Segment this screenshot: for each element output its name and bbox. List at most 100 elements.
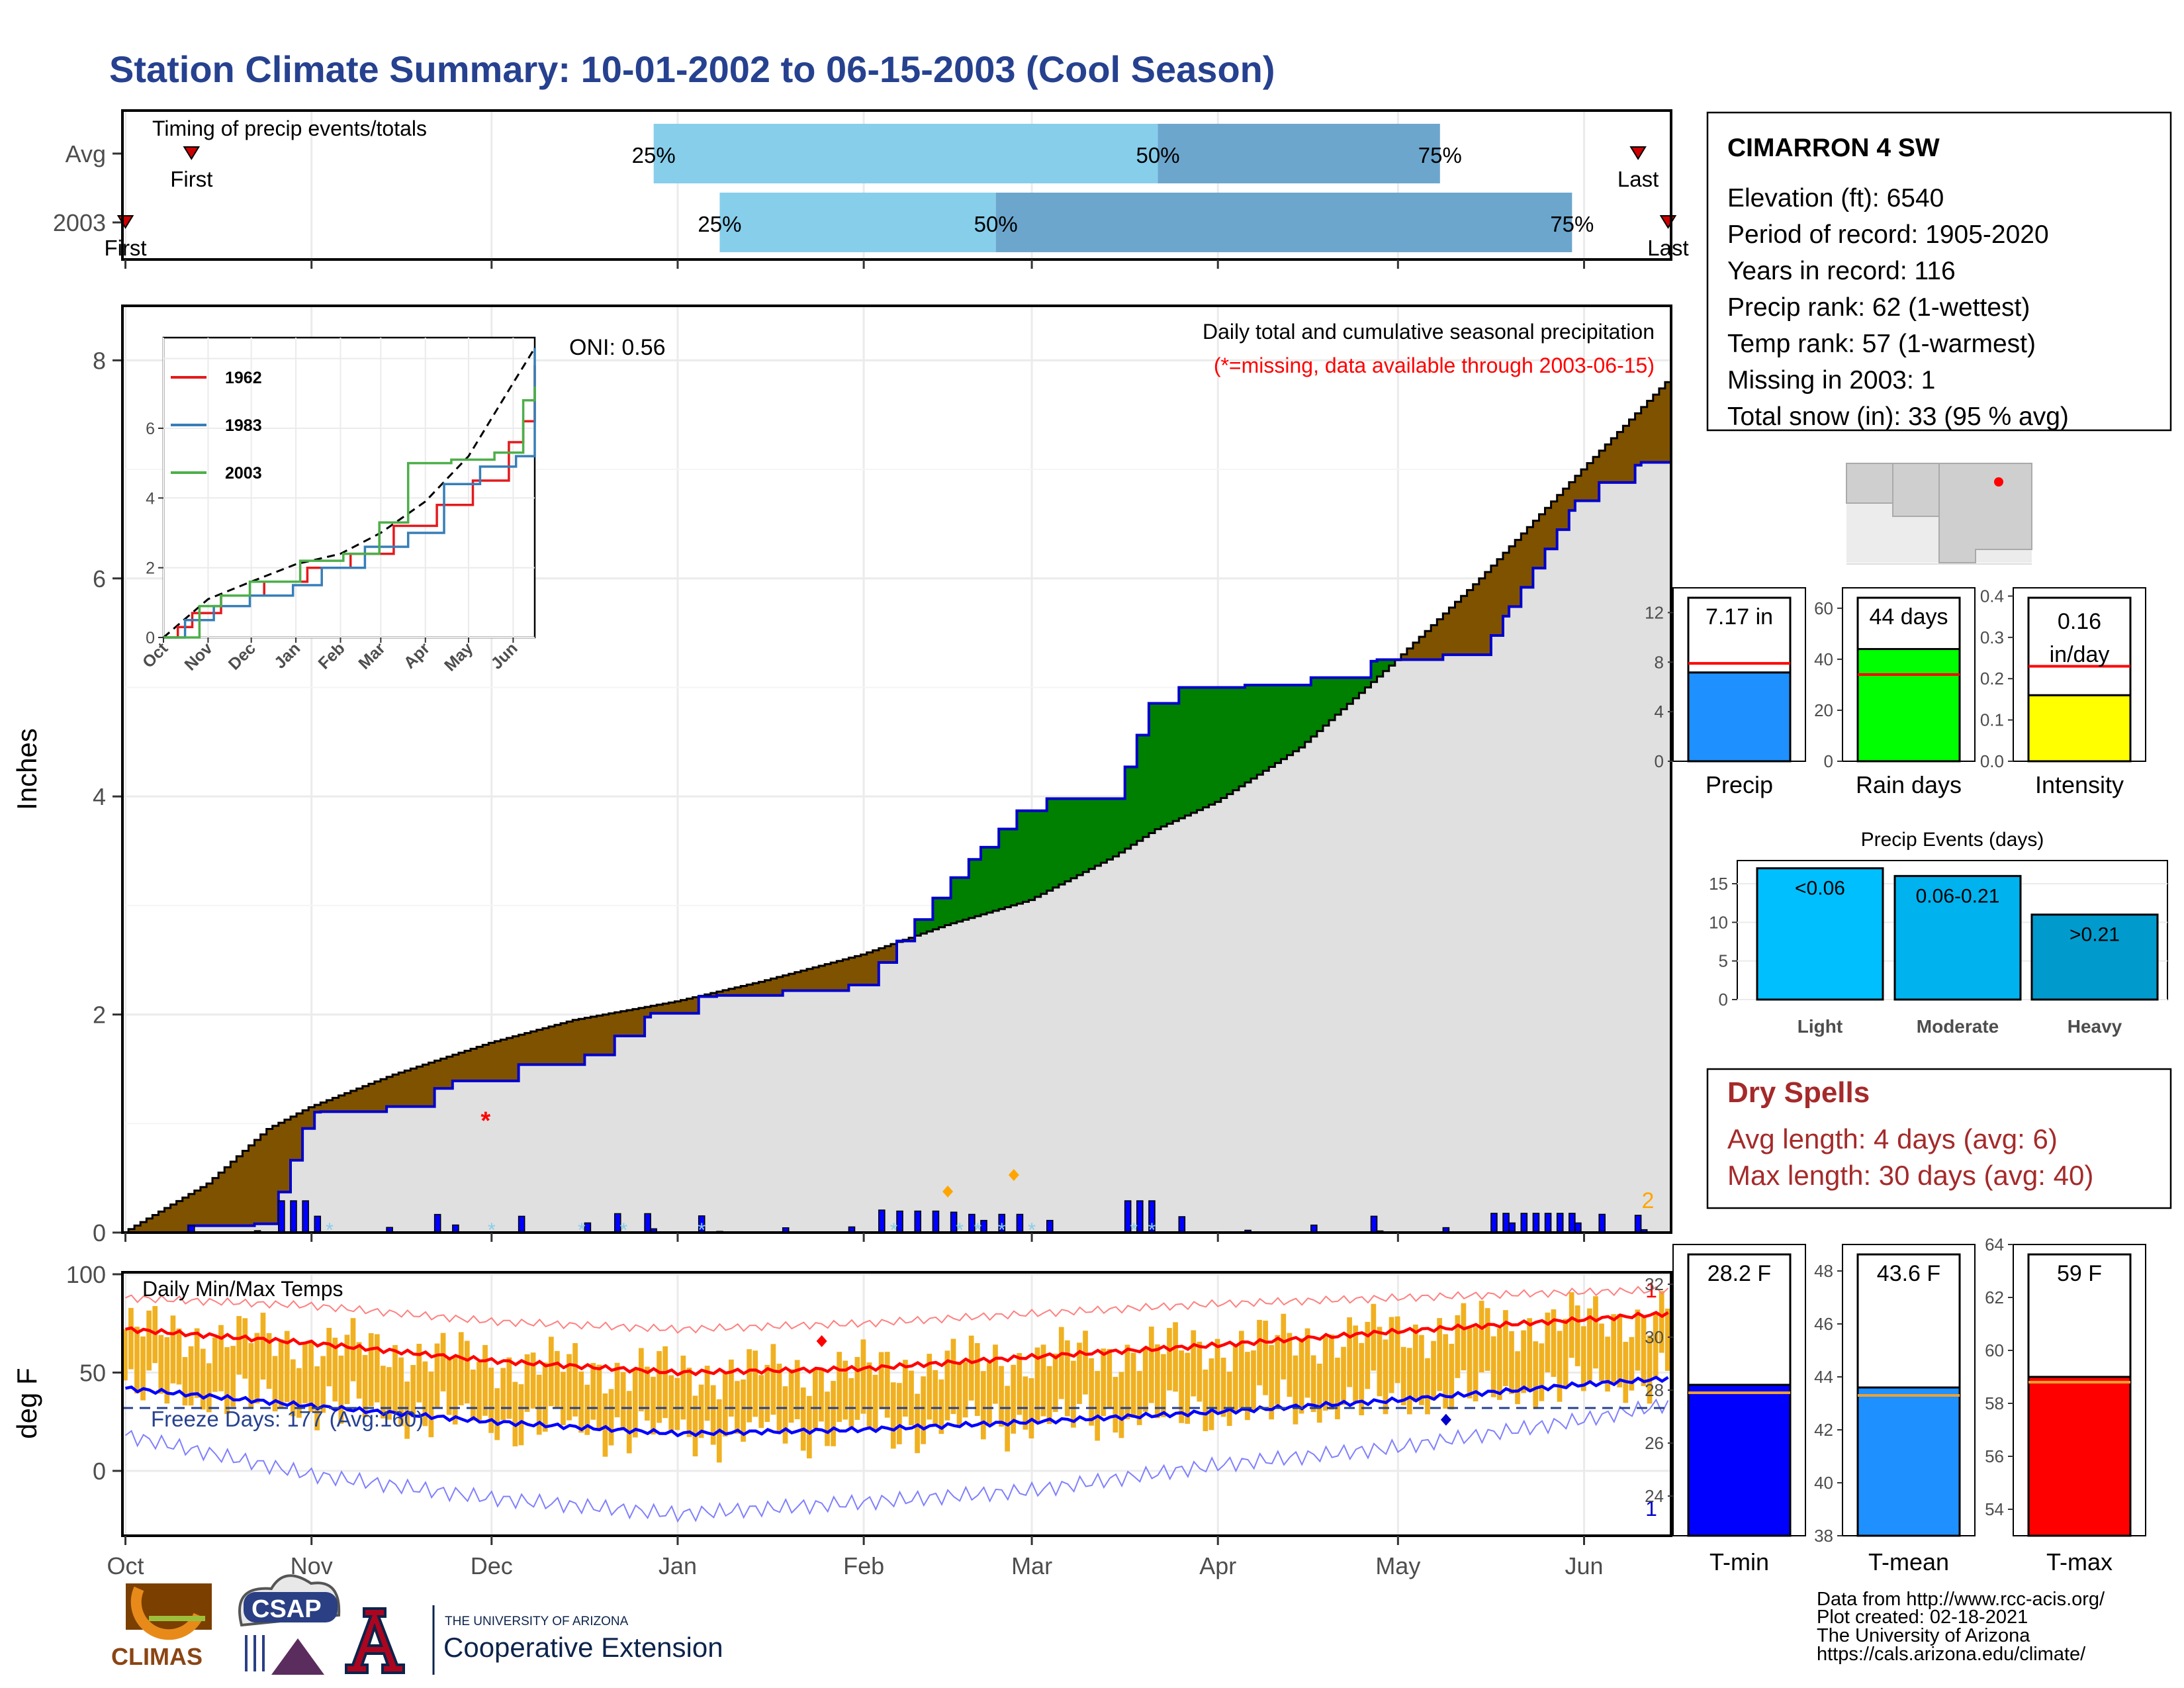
temp-daily-range-bar xyxy=(1263,1321,1268,1395)
temp-daily-range-bar xyxy=(1142,1349,1148,1412)
temp-daily-range-bar xyxy=(1028,1378,1034,1438)
precip-below-avg-day xyxy=(536,1029,543,1065)
temp-daily-range-bar xyxy=(1064,1340,1070,1417)
timing-p50-label: 50% xyxy=(974,212,1018,236)
precip-area-day xyxy=(764,995,772,1233)
events-bar-range: 0.06-0.21 xyxy=(1916,885,2000,907)
csap-logo-text: CSAP xyxy=(251,1595,322,1623)
precip-above-avg-day xyxy=(1347,677,1353,704)
stat-y-tick-label: 32 xyxy=(1645,1274,1664,1294)
temp-daily-range-bar xyxy=(860,1339,866,1414)
temp-record-min-marker xyxy=(1440,1413,1451,1426)
temp-daily-range-bar xyxy=(614,1362,620,1418)
precip-area-day xyxy=(884,962,891,1233)
precip-below-avg-day xyxy=(741,986,747,996)
precip-below-avg-day xyxy=(561,1023,567,1065)
precip-area-day xyxy=(482,1080,489,1233)
precip-area-day xyxy=(645,1017,651,1233)
precip-area-day xyxy=(1269,767,1275,1233)
temp-daily-range-bar xyxy=(488,1368,494,1433)
stat-y-tick-label: 0.1 xyxy=(1980,710,2004,730)
precip-below-avg-day xyxy=(1574,475,1582,501)
temp-daily-range-bar xyxy=(308,1342,314,1412)
temp-daily-range-bar xyxy=(884,1352,890,1418)
precip-area-day xyxy=(416,1106,424,1233)
precip-below-avg-day xyxy=(494,1041,501,1081)
stat-y-tick-label: 64 xyxy=(1985,1235,2004,1254)
precip-below-avg-day xyxy=(422,1064,430,1107)
temp-daily-range-bar xyxy=(657,1351,662,1423)
precip-above-avg-day xyxy=(993,847,999,911)
temp-daily-range-bar xyxy=(944,1350,950,1421)
precip-above-avg-day xyxy=(1083,798,1089,872)
precip-area-day xyxy=(1515,606,1522,1233)
precip-below-avg-day xyxy=(362,1086,369,1112)
footer-line: Data from http://www.rcc-acis.org/ xyxy=(1817,1589,2105,1610)
temp-daily-range-bar xyxy=(524,1354,530,1412)
temp-daily-range-bar xyxy=(819,1368,824,1422)
temp-daily-range-bar xyxy=(374,1334,380,1403)
precip-above-avg-day xyxy=(1383,659,1390,671)
precip-panel-frame xyxy=(121,305,1672,1234)
precip-below-avg-day xyxy=(236,1156,243,1226)
timing-row-label: 2003 xyxy=(53,209,106,236)
temp-daily-range-bar xyxy=(170,1315,176,1383)
precip-area-day xyxy=(567,1064,573,1233)
temp-daily-range-bar xyxy=(1580,1326,1586,1391)
precip-area-day xyxy=(927,931,934,1233)
precip-area-day xyxy=(1136,841,1144,1233)
precip-below-avg-day xyxy=(512,1036,520,1081)
precip-below-avg-day xyxy=(842,959,850,991)
precip-area-day xyxy=(254,1223,261,1233)
precip-area-day xyxy=(1220,798,1228,1233)
timing-first-label: First xyxy=(170,167,212,191)
temp-daily-range-bar xyxy=(387,1367,392,1420)
temp-daily-range-bar xyxy=(686,1368,692,1437)
precip-below-avg-day xyxy=(848,957,856,986)
temp-daily-range-bar xyxy=(674,1378,680,1430)
precip-area-day xyxy=(561,1064,567,1233)
precip-below-avg-day xyxy=(890,944,897,962)
precip-area-day xyxy=(1377,677,1384,1233)
precip-below-avg-day xyxy=(590,1016,598,1055)
precip-area-day xyxy=(1095,865,1101,1233)
temp-daily-range-bar xyxy=(1046,1366,1052,1425)
temp-daily-range-bar xyxy=(704,1366,710,1421)
precip-area-day xyxy=(242,1225,250,1233)
precip-below-avg-day xyxy=(800,970,807,991)
stat-y-tick-label: 0.0 xyxy=(1980,751,2004,771)
temp-daily-range-bar xyxy=(1383,1339,1388,1415)
precip-above-avg-day xyxy=(974,859,981,916)
precip-area-day xyxy=(200,1225,207,1233)
temp-daily-range-bar xyxy=(1496,1328,1502,1400)
temp-daily-range-bar xyxy=(1232,1344,1238,1413)
timing-panel: Avg 25% 50% 75% First Last 2003 25% 50% 75% First L… xyxy=(53,109,1689,261)
temp-daily-range-bar xyxy=(1238,1331,1244,1409)
precip-area-day xyxy=(729,995,735,1233)
precip-area-day xyxy=(194,1225,201,1233)
precip-below-avg-day xyxy=(1647,400,1654,463)
precip-below-avg-day xyxy=(878,948,886,962)
precip-daily-bar xyxy=(1634,1215,1642,1233)
precip-below-avg-day xyxy=(1533,520,1540,569)
temp-daily-range-bar xyxy=(1574,1305,1580,1366)
precip-area-day xyxy=(716,995,723,1233)
precip-below-avg-day xyxy=(458,1053,465,1081)
precip-below-avg-day xyxy=(482,1045,489,1081)
precip-below-avg-day xyxy=(1664,382,1672,463)
precip-above-avg-day xyxy=(1208,687,1216,805)
stat-y-tick-label: 12 xyxy=(1645,602,1664,622)
precip-above-avg-day xyxy=(1359,677,1366,693)
precip-above-avg-day xyxy=(1377,659,1384,677)
precip-below-avg-day xyxy=(1623,426,1630,483)
stat-y-tick-label: 24 xyxy=(1645,1486,1664,1506)
precip-above-avg-day xyxy=(944,898,952,925)
events-y-tick-label: 15 xyxy=(1709,874,1728,894)
timing-panel-label: Timing of precip events/totals xyxy=(152,117,427,140)
temp-daily-range-bar xyxy=(962,1362,968,1418)
temp-daily-range-bar xyxy=(1335,1357,1340,1420)
temp-daily-range-bar xyxy=(794,1360,800,1420)
precip-area-day xyxy=(686,1013,694,1233)
precip-area-day xyxy=(212,1225,219,1233)
temp-freeze-days: Freeze Days: 177 (Avg:160) xyxy=(151,1407,424,1431)
